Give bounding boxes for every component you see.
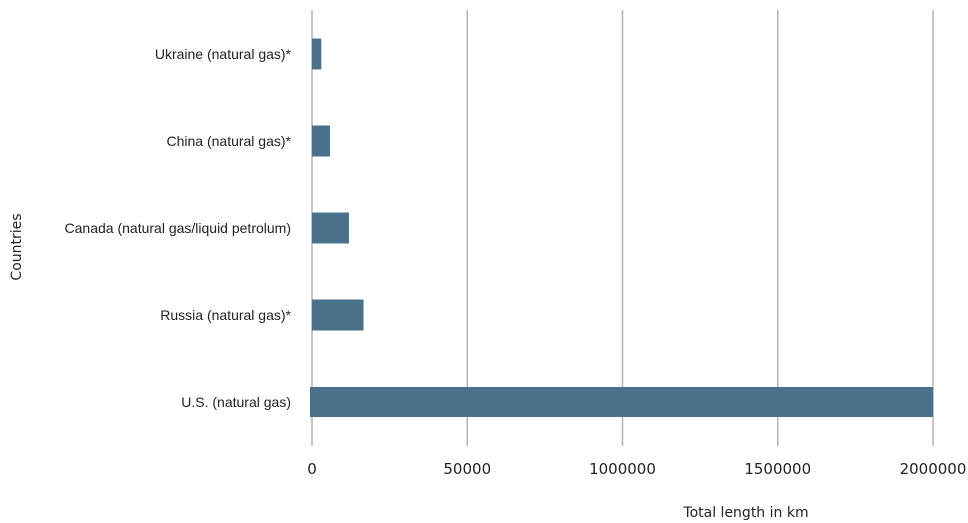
- bar: [310, 387, 933, 417]
- x-tick-label: 50000: [443, 460, 491, 478]
- x-axis-title: Total length in km: [682, 505, 808, 521]
- category-labels: Ukraine (natural gas)* China (natural gas…: [65, 46, 292, 410]
- category-label: Ukraine (natural gas)*: [155, 46, 292, 62]
- bar: [312, 212, 349, 244]
- bar: [312, 38, 322, 70]
- x-tick-label: 1500000: [744, 460, 811, 478]
- bar: [312, 125, 331, 157]
- category-label: China (natural gas)*: [166, 133, 291, 149]
- gridlines: [311, 10, 934, 446]
- category-label: U.S. (natural gas): [181, 394, 291, 410]
- x-tick-labels: 0 50000 1000000 1500000 2000000: [307, 460, 966, 478]
- category-label: Russia (natural gas)*: [160, 307, 291, 323]
- x-tick-label: 0: [307, 460, 317, 478]
- y-axis-title: Countries: [9, 213, 25, 280]
- bars: [310, 38, 933, 417]
- x-tick-label: 1000000: [589, 460, 656, 478]
- x-tick-label: 2000000: [900, 460, 967, 478]
- bar: [312, 299, 364, 331]
- category-label: Canada (natural gas/liquid petrolum): [65, 220, 291, 236]
